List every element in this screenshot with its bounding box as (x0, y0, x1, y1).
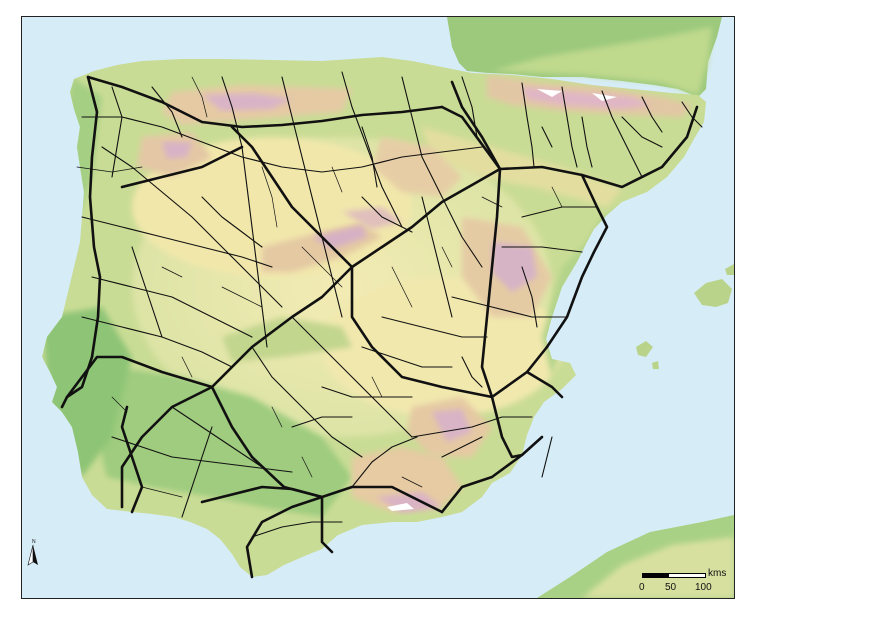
north-arrow-icon (27, 544, 38, 566)
ibiza (636, 341, 653, 357)
terrain-map[interactable] (22, 17, 734, 598)
scale-unit-label: kms (708, 568, 727, 579)
scale-tick-50: 50 (665, 582, 677, 593)
menorca (725, 264, 734, 275)
scale-bar: kms 0 50 100 (638, 568, 733, 595)
north-label: N (32, 539, 36, 545)
mallorca (694, 279, 732, 307)
scale-segment-dark (642, 573, 668, 578)
scale-segment-light (668, 573, 706, 578)
scale-tick-0: 0 (639, 582, 645, 593)
road-network (60, 71, 703, 579)
scale-tick-100: 100 (695, 582, 712, 593)
map-frame: N kms 0 50 100 (21, 16, 735, 599)
